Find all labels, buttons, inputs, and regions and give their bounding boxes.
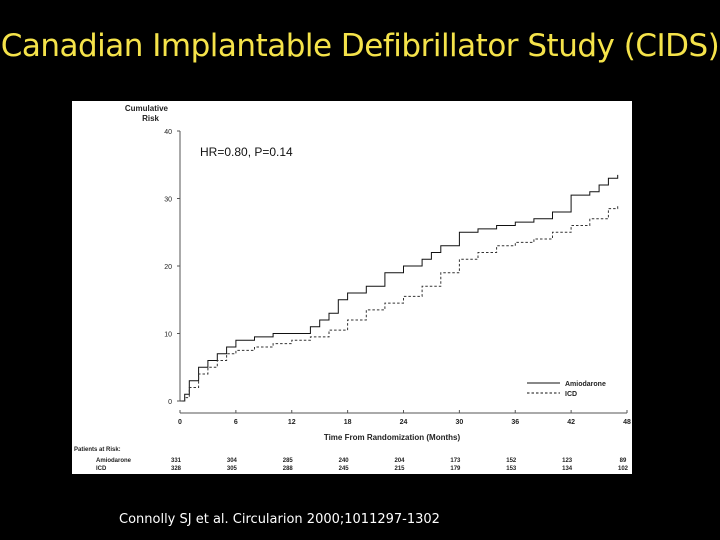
series-line-icd — [180, 205, 619, 402]
y-axis-label-line1: Cumulative — [125, 104, 169, 113]
y-tick-label: 10 — [164, 332, 172, 339]
at-risk-value: 288 — [283, 466, 294, 472]
at-risk-value: 285 — [283, 458, 294, 464]
at-risk-value: 134 — [562, 466, 573, 472]
x-tick-label: 42 — [567, 419, 575, 426]
at-risk-value: 240 — [339, 458, 350, 464]
at-risk-value: 89 — [620, 458, 627, 464]
y-tick-label: 20 — [164, 264, 172, 271]
x-tick-label: 18 — [344, 419, 352, 426]
at-risk-value: 245 — [339, 466, 350, 472]
at-risk-value: 102 — [618, 466, 629, 472]
x-tick-label: 36 — [511, 419, 519, 426]
slide-title: Canadian Implantable Defibrillator Study… — [0, 28, 720, 64]
at-risk-value: 153 — [506, 466, 517, 472]
x-tick-label: 0 — [178, 419, 182, 426]
y-tick-label: 40 — [164, 129, 172, 136]
x-tick-label: 30 — [455, 419, 463, 426]
series-layer — [180, 174, 619, 402]
axes: 0 10 20 30 40 0 6 12 18 24 30 36 42 48 — [164, 129, 631, 426]
series-line-amiodarone — [180, 174, 619, 402]
hr-annotation: HR=0.80, P=0.14 — [200, 145, 293, 159]
at-risk-value: 328 — [171, 466, 182, 472]
at-risk-header: Patients at Risk: — [74, 447, 121, 453]
y-axis-label-line2: Risk — [142, 114, 159, 123]
legend-label-icd: ICD — [565, 391, 577, 398]
at-risk-row-label: Amiodarone — [96, 458, 132, 464]
at-risk-value: 152 — [506, 458, 517, 464]
at-risk-value: 304 — [227, 458, 238, 464]
y-tick-label: 30 — [164, 197, 172, 204]
at-risk-value: 305 — [227, 466, 238, 472]
legend-label-amiodarone: Amiodarone — [565, 381, 606, 388]
legend: Amiodarone ICD — [527, 381, 606, 398]
chart-panel: Cumulative Risk HR=0.80, P=0.14 0 10 20 30 4… — [72, 101, 632, 474]
at-risk-value: 173 — [450, 458, 461, 464]
at-risk-value: 123 — [562, 458, 573, 464]
y-tick-label: 0 — [168, 399, 172, 406]
x-tick-label: 12 — [288, 419, 296, 426]
km-chart: Cumulative Risk HR=0.80, P=0.14 01020304… — [74, 104, 631, 472]
at-risk-table: Amiodarone 331 304 285 240 204 173 152 123 89 ICD 3… — [96, 458, 629, 472]
at-risk-row-label: ICD — [96, 466, 107, 472]
at-risk-value: 215 — [394, 466, 405, 472]
at-risk-value: 331 — [171, 458, 182, 464]
x-tick-label: 48 — [623, 419, 631, 426]
citation: Connolly SJ et al. Circularion 2000;1011… — [119, 512, 440, 527]
x-tick-label: 24 — [400, 419, 408, 426]
at-risk-value: 204 — [394, 458, 405, 464]
x-tick-label: 6 — [234, 419, 238, 426]
x-axis-label: Time From Randomization (Months) — [324, 433, 461, 442]
at-risk-value: 179 — [450, 466, 461, 472]
